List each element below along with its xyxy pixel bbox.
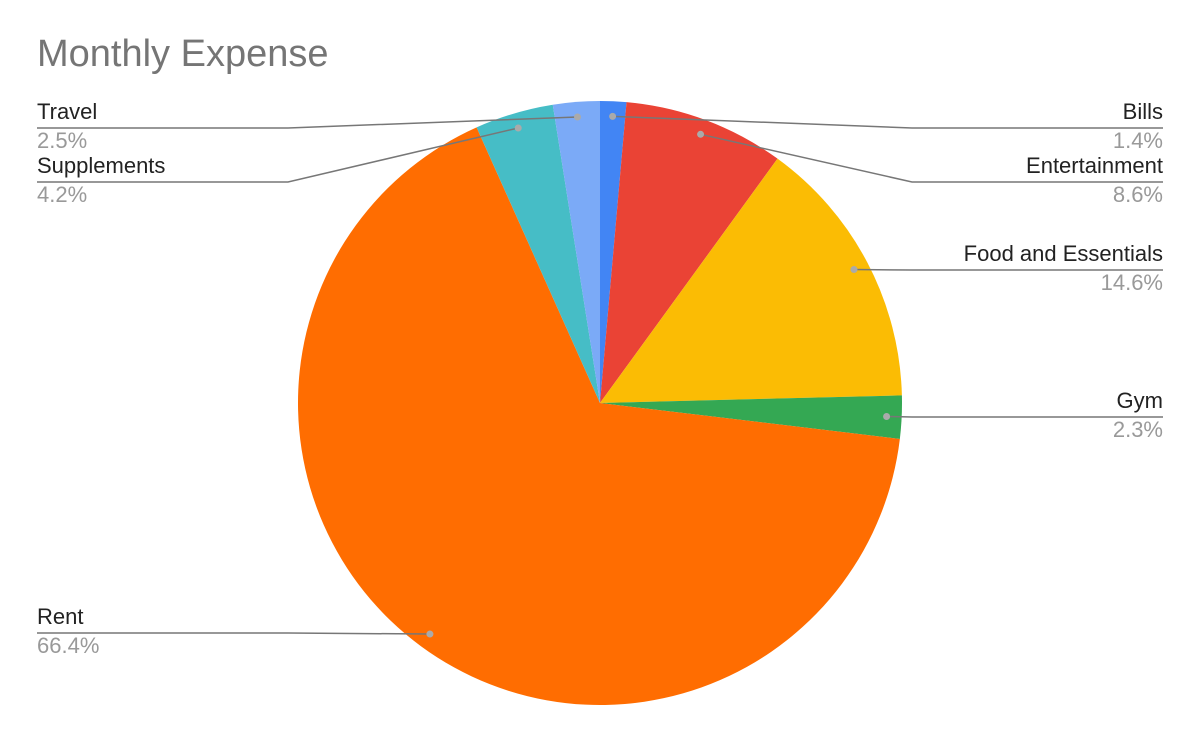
leader-dot (609, 112, 617, 120)
slice-value: 2.5% (37, 128, 87, 153)
pie-slice (600, 102, 778, 403)
leader-dot (850, 266, 858, 274)
slice-value: 4.2% (37, 182, 87, 207)
slice-label: Rent (37, 604, 83, 629)
slice-label: Travel (37, 99, 97, 124)
pie-slice (600, 395, 902, 439)
slice-label: Gym (1117, 388, 1163, 413)
leader-dot (697, 130, 705, 138)
pie-slice (552, 101, 600, 403)
slice-value: 2.3% (1113, 417, 1163, 442)
leader-dot (883, 413, 891, 421)
pie-slice (600, 158, 902, 403)
leader-dot (573, 113, 581, 121)
pie-slice (600, 101, 627, 403)
chart-title: Monthly Expense (37, 33, 329, 75)
leader-dot (514, 124, 522, 132)
slice-value: 66.4% (37, 633, 99, 658)
leader-line (37, 127, 519, 183)
leader-line (612, 115, 1163, 129)
slice-value: 14.6% (1101, 270, 1163, 295)
pie-slice (297, 127, 900, 706)
slice-value: 1.4% (1113, 128, 1163, 153)
leader-line (700, 133, 1163, 183)
slice-label: Food and Essentials (964, 241, 1163, 266)
leader-dot (426, 630, 434, 638)
leader-line (37, 116, 578, 129)
slice-label: Bills (1123, 99, 1163, 124)
leader-line (37, 632, 430, 635)
slice-label: Entertainment (1026, 153, 1163, 178)
slice-value: 8.6% (1113, 182, 1163, 207)
pie-slice (476, 104, 600, 403)
slice-label: Supplements (37, 153, 165, 178)
